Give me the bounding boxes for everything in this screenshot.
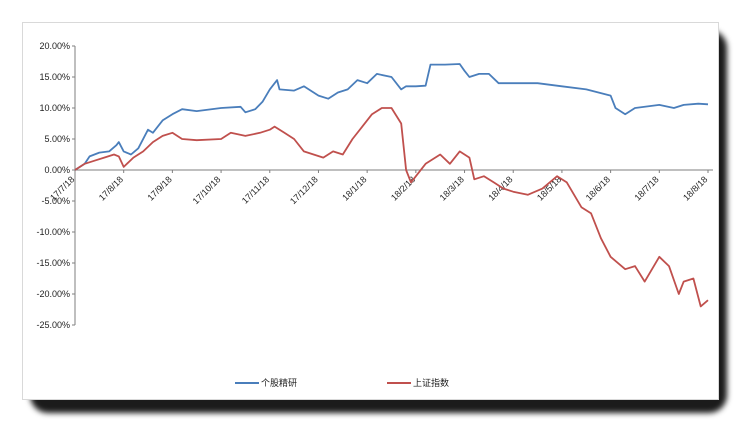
x-tick-label: 17/9/18 — [145, 174, 173, 202]
x-tick-label: 18/7/18 — [632, 174, 660, 202]
x-tick-label: 17/11/18 — [240, 174, 271, 205]
x-tick-label: 18/8/18 — [681, 174, 709, 202]
y-tick-label: -5.00% — [41, 196, 70, 206]
y-tick-label: 10.00% — [39, 103, 70, 113]
x-tick-label: 18/3/18 — [438, 174, 466, 202]
x-tick-label: 17/8/18 — [97, 174, 125, 202]
y-tick-label: -25.00% — [36, 320, 70, 330]
x-tick-label: 17/10/18 — [191, 174, 223, 206]
x-tick-label: 18/1/18 — [340, 174, 368, 202]
y-tick-label: 20.00% — [39, 41, 70, 51]
x-tick-label: 18/6/18 — [584, 174, 612, 202]
y-tick-label: 0.00% — [44, 165, 70, 175]
y-tick-label: -15.00% — [36, 258, 70, 268]
x-tick-label: 17/12/18 — [288, 174, 320, 206]
series-line-1 — [74, 107, 709, 308]
y-tick-label: -10.00% — [36, 227, 70, 237]
y-tick-label: -20.00% — [36, 289, 70, 299]
line-chart: 20.00% 15.00% 10.00% 5.00% 0.00% -5.00% -10.00… — [36, 41, 713, 388]
y-tick-label: 15.00% — [39, 72, 70, 82]
series-line-0 — [74, 63, 709, 171]
legend-label-0: 个股精研 — [261, 377, 297, 388]
x-tick-label: 18/5/18 — [535, 174, 563, 202]
x-tick-label: 18/4/18 — [486, 174, 514, 202]
chart-frame: 20.00% 15.00% 10.00% 5.00% 0.00% -5.00% -10.00… — [22, 22, 719, 400]
y-tick-label: 5.00% — [44, 134, 70, 144]
legend-label-1: 上证指数 — [413, 377, 449, 388]
